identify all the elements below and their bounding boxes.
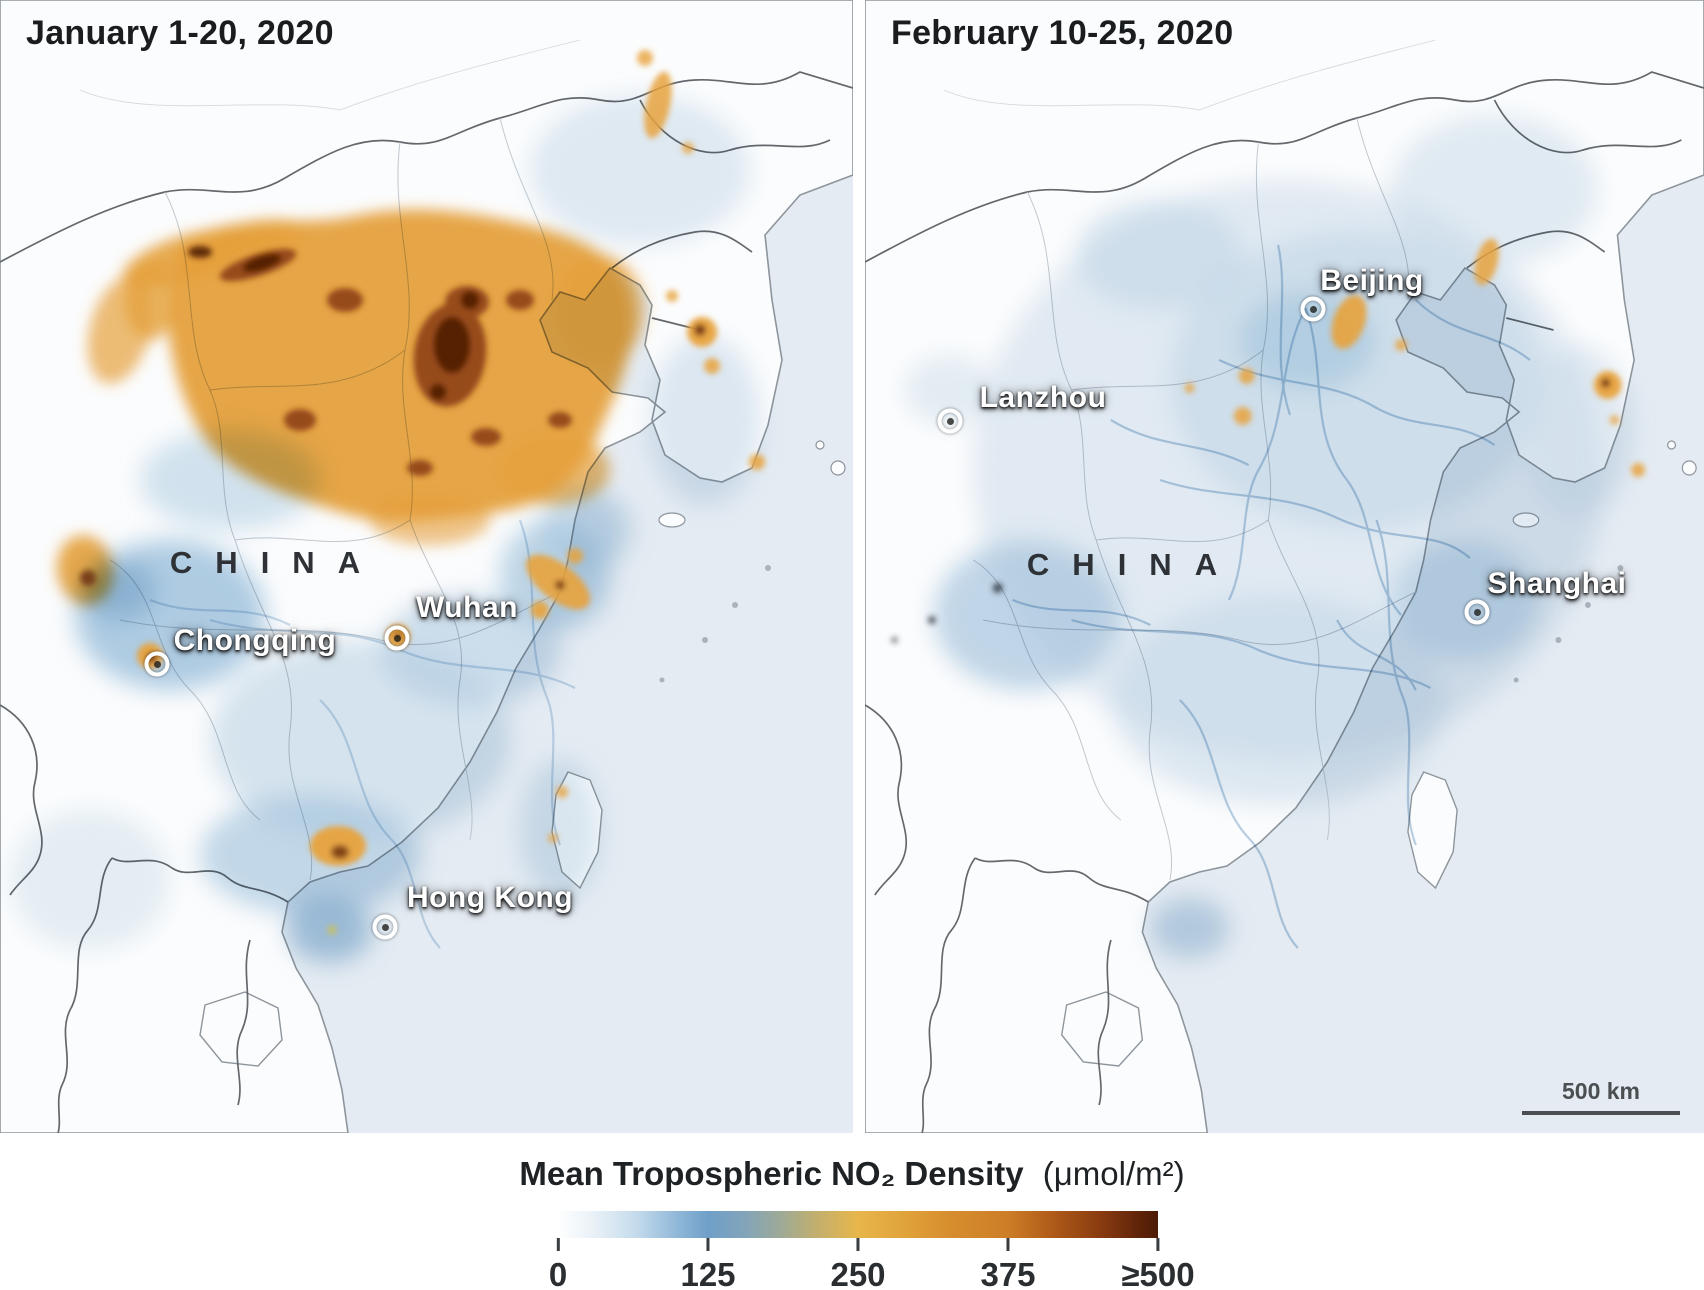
city-marker-hong-kong	[372, 914, 398, 940]
tick-label-500: ≥500	[1121, 1256, 1195, 1290]
colorbar	[558, 1211, 1158, 1238]
city-marker-beijing	[1300, 296, 1326, 322]
tick-label-125: 125	[680, 1256, 736, 1290]
panel-title-february: February 10-25, 2020	[891, 14, 1234, 52]
city-label-beijing: Beijing	[1320, 264, 1424, 297]
legend-title: Mean Tropospheric NO₂ Density (μmol/m²)	[519, 1155, 1184, 1193]
map-panel-february: February 10-25, 2020 CHINA Beijing Lanzh…	[865, 0, 1704, 1133]
legend-title-unit: (μmol/m²)	[1042, 1155, 1185, 1192]
panel-title-january: January 1-20, 2020	[26, 14, 334, 52]
map-panel-january: January 1-20, 2020 CHINA Chongqing Wuhan…	[0, 0, 853, 1133]
city-label-chongqing: Chongqing	[173, 624, 337, 657]
tick-label-375: 375	[980, 1256, 1036, 1290]
tick-mark	[856, 1238, 860, 1251]
city-label-lanzhou: Lanzhou	[979, 381, 1107, 414]
tick-mark	[1156, 1238, 1160, 1251]
colorbar-tick-375: 375	[980, 1238, 1036, 1290]
country-label-china-february: CHINA	[1026, 547, 1241, 582]
map-january-svg	[0, 0, 853, 1133]
tick-mark	[556, 1238, 560, 1251]
tick-mark	[706, 1238, 710, 1251]
city-marker-shanghai	[1464, 599, 1490, 625]
colorbar-tick-125: 125	[680, 1238, 736, 1290]
city-label-wuhan: Wuhan	[416, 591, 518, 624]
colorbar-tick-0: 0	[549, 1238, 567, 1290]
country-label-china-january: CHINA	[169, 545, 384, 580]
city-marker-lanzhou	[937, 408, 963, 434]
colorbar-tick-500: ≥500	[1121, 1238, 1195, 1290]
colorbar-ticks: 0 125 250 375 ≥500	[549, 1238, 1195, 1290]
city-label-hong-kong: Hong Kong	[406, 881, 574, 914]
city-label-shanghai: Shanghai	[1487, 567, 1627, 600]
colorbar-legend: Mean Tropospheric NO₂ Density (μmol/m²) …	[0, 1133, 1704, 1290]
legend-title-text: Mean Tropospheric NO₂ Density	[519, 1155, 1024, 1192]
tick-mark	[1006, 1238, 1010, 1251]
city-marker-chongqing	[144, 651, 170, 677]
map-february-svg	[865, 0, 1704, 1133]
colorbar-tick-250: 250	[830, 1238, 886, 1290]
scale-bar: 500 km	[1522, 1078, 1680, 1115]
tick-label-0: 0	[548, 1256, 568, 1290]
scale-bar-line	[1522, 1111, 1680, 1115]
tick-label-250: 250	[830, 1256, 886, 1290]
scale-bar-label: 500 km	[1561, 1078, 1640, 1104]
city-marker-wuhan	[384, 625, 410, 651]
